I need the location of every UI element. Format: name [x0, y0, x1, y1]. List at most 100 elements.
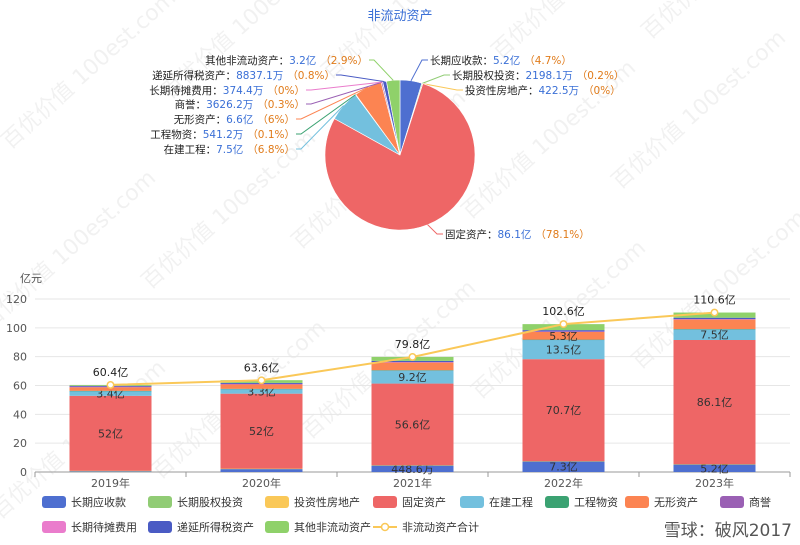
bar-label-2-4: 9.2亿: [398, 371, 427, 384]
bar-0-4: [69, 390, 152, 396]
legend-label-3: 固定资产: [402, 495, 446, 509]
bar-0-0: [69, 471, 152, 472]
pie-label-pct-10: （2.9%）: [320, 55, 368, 67]
pie-label-pct-3: （78.1%）: [535, 229, 589, 241]
pie-label-value-8: 374.4万: [223, 85, 264, 97]
bar-4-0: [673, 464, 756, 472]
legend-label-0: 长期应收款: [71, 495, 126, 509]
bar-label-0-3: 52亿: [98, 427, 123, 440]
bar-label-1-3: 52亿: [249, 425, 274, 438]
total-label-2: 79.8亿: [395, 338, 431, 351]
pie-label-value-4: 7.5亿: [216, 143, 243, 156]
pie-leader-8: [306, 81, 383, 91]
bar-2-3: [371, 383, 454, 466]
bar-2-9: [371, 360, 454, 363]
legend-swatch-5: [545, 496, 569, 508]
bar-2-4: [371, 370, 454, 384]
total-label-0: 60.4亿: [93, 366, 129, 379]
pie-label-value-7: 3626.2万: [206, 99, 253, 111]
pie-label-name-1: 长期股权投资：: [452, 69, 526, 82]
pie-leader-6: [296, 86, 369, 120]
pie-label-3: 固定资产：86.1亿 （78.1%）: [445, 228, 590, 241]
bar-1-0: [220, 469, 303, 472]
legend-label-8: 长期待摊费用: [71, 520, 137, 534]
pie-label-pct-9: （0.8%）: [287, 70, 335, 82]
pie-leader-4: [296, 105, 344, 150]
pie-label-7: 商誉：3626.2万 （0.3%）: [175, 98, 305, 111]
pie-label-10: 其他非流动资产：3.2亿 （2.9%）: [205, 54, 368, 67]
legend-label-5: 工程物资: [574, 495, 618, 509]
pie-leader-10: [369, 59, 394, 81]
bar-3-3: [522, 359, 605, 462]
total-point-3: [559, 320, 568, 329]
x-tick-0: 2019年: [91, 476, 130, 490]
y-tick-4: 80: [13, 351, 27, 364]
bar-1-3: [220, 393, 303, 469]
bar-0-6: [69, 387, 152, 391]
bar-4-9: [673, 317, 756, 320]
pie-label-name-9: 递延所得税资产：: [152, 69, 236, 82]
pie-label-value-0: 5.2亿: [493, 54, 520, 67]
legend: 长期应收款 长期股权投资 投资性房地产 固定资产 在建工程 工程物资 无形资产 商誉长期待摊费…: [42, 495, 771, 534]
pie-label-value-2: 422.5万: [539, 85, 580, 97]
legend-swatch-4: [460, 496, 484, 508]
pie-label-name-4: 在建工程：: [164, 143, 217, 156]
pie-label-pct-8: （0%）: [267, 85, 305, 97]
bar-3-6: [522, 331, 605, 340]
legend-swatch-1: [148, 496, 172, 508]
bar-3-4: [522, 339, 605, 360]
pie-label-value-1: 2198.1万: [526, 70, 573, 82]
pie-label-pct-5: （0.1%）: [247, 129, 295, 141]
bar-label-2-0: 448.6万: [391, 463, 434, 476]
bar-label-3-0: 7.3亿: [549, 461, 578, 474]
pie-chart: 长期应收款：5.2亿 （4.7%） 长期股权投资：2198.1万 （0.2%） 投资性房…: [149, 54, 624, 241]
pie-label-value-3: 86.1亿: [498, 228, 532, 241]
total-point-1: [257, 376, 266, 385]
legend-swatch-3: [373, 496, 397, 508]
pie-label-4: 在建工程：7.5亿 （6.8%）: [164, 143, 295, 156]
legend-label-10: 其他非流动资产: [294, 520, 371, 534]
total-label-1: 63.6亿: [244, 361, 280, 374]
legend-marker-11: [380, 522, 390, 532]
pie-leader-0: [410, 59, 428, 82]
pie-leader-3: [427, 224, 443, 235]
bar-2-0: [371, 465, 454, 472]
bar-2-6: [371, 362, 454, 371]
pie-label-8: 长期待摊费用：374.4万 （0%）: [149, 84, 305, 97]
pie-label-pct-0: （4.7%）: [524, 55, 572, 67]
total-point-2: [408, 353, 417, 361]
watermark-text-5: 百优价值 100est.com: [0, 166, 161, 335]
x-tick-3: 2022年: [544, 476, 583, 490]
pie-label-name-6: 无形资产：: [174, 113, 227, 126]
bar-label-3-6: 5.3亿: [549, 330, 578, 343]
pie-label-5: 工程物资：541.2万 （0.1%）: [150, 128, 295, 141]
bar-4-4: [673, 329, 756, 341]
bar-label-4-4: 7.5亿: [700, 329, 729, 342]
bar-3-9: [522, 330, 605, 332]
bar-0-3: [69, 395, 152, 471]
pie-label-value-5: 541.2万: [203, 129, 244, 141]
pie-label-9: 递延所得税资产：8837.1万 （0.8%）: [152, 69, 335, 82]
pie-label-name-0: 长期应收款：: [430, 54, 493, 67]
pie-leader-2: [422, 83, 463, 91]
pie-label-name-5: 工程物资：: [150, 128, 203, 141]
pie-label-name-10: 其他非流动资产：: [205, 54, 289, 67]
legend-swatch-7: [720, 496, 744, 508]
pie-label-pct-7: （0.3%）: [257, 99, 305, 111]
legend-swatch-0: [42, 496, 66, 508]
legend-label-4: 在建工程: [489, 495, 533, 509]
pie-label-value-9: 8837.1万: [236, 70, 283, 82]
pie-label-name-3: 固定资产：: [445, 228, 498, 241]
legend-label-11: 非流动资产合计: [402, 520, 479, 534]
pie-label-value-6: 6.6亿: [226, 113, 253, 126]
total-label-3: 102.6亿: [542, 305, 585, 318]
watermark-text-9: 百优价值 100est.com: [607, 26, 791, 195]
bar-3-0: [522, 461, 605, 472]
pie-label-pct-1: （0.2%）: [577, 70, 625, 82]
x-tick-2: 2021年: [393, 476, 432, 490]
pie-label-pct-6: （6%）: [257, 114, 295, 126]
legend-label-1: 长期股权投资: [177, 495, 243, 509]
bar-1-6: [220, 384, 303, 389]
pie-label-pct-4: （6.8%）: [247, 144, 295, 156]
legend-label-2: 投资性房地产: [294, 495, 360, 509]
